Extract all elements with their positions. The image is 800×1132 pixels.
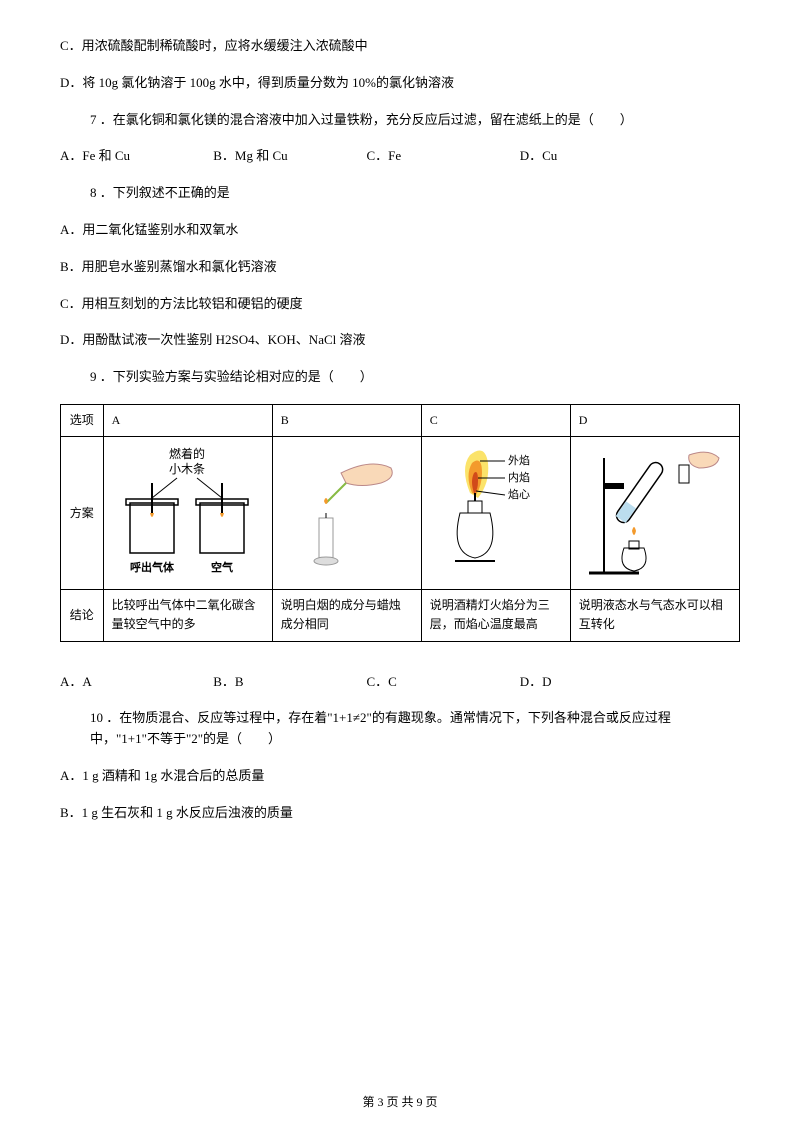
q7-choice-b: B．Mg 和 Cu (213, 146, 363, 167)
diag-c-inner: 内焰 (508, 470, 530, 484)
q9-choice-b: B．B (213, 672, 363, 693)
question-7: 7 ．在氯化铜和氯化镁的混合溶液中加入过量铁粉，充分反应后过滤，留在滤纸上的是（… (90, 110, 740, 131)
question-9: 9 ．下列实验方案与实验结论相对应的是（ ） (90, 367, 740, 388)
q8-choice-a: A．用二氧化锰鉴别水和双氧水 (60, 220, 740, 241)
row3-header: 结论 (61, 590, 104, 641)
q8-choice-b: B．用肥皂水鉴别蒸馏水和氯化钙溶液 (60, 257, 740, 278)
col-a-header: A (103, 404, 272, 436)
conclusion-b: 说明白烟的成分与蜡烛成分相同 (272, 590, 421, 641)
page-footer: 第 3 页 共 9 页 (0, 1093, 800, 1112)
diag-c-outer: 外焰 (508, 453, 530, 467)
q9-choice-c: C．C (367, 672, 517, 693)
option-c: C．用浓硫酸配制稀硫酸时，应将水缓缓注入浓硫酸中 (60, 36, 740, 57)
question-10: 10 ．在物质混合、反应等过程中，存在着"1+1≠2"的有趣现象。通常情况下，下… (90, 708, 740, 750)
q10-choice-b: B．1 g 生石灰和 1 g 水反应后浊液的质量 (60, 803, 740, 824)
diag-a-top2: 小木条 (169, 462, 205, 476)
diagram-d (570, 437, 739, 590)
diagram-a: 燃着的 小木条 呼出气体 空气 (103, 437, 272, 590)
conclusion-c: 说明酒精灯火焰分为三层，而焰心温度最高 (421, 590, 570, 641)
conclusion-a: 比较呼出气体中二氧化碳含量较空气中的多 (103, 590, 272, 641)
q7-choice-a: A．Fe 和 Cu (60, 146, 210, 167)
q8-choice-c: C．用相互刻划的方法比较铝和硬铝的硬度 (60, 294, 740, 315)
question-8: 8 ．下列叙述不正确的是 (90, 183, 740, 204)
diagram-c: 外焰 内焰 焰心 (421, 437, 570, 590)
q9-choices: A．A B．B C．C D．D (60, 672, 740, 693)
diag-a-left: 呼出气体 (130, 560, 175, 574)
q8-choice-d: D．用酚酞试液一次性鉴别 H2SO4、KOH、NaCl 溶液 (60, 330, 740, 351)
diag-a-right: 空气 (211, 560, 233, 574)
q10-choice-a: A．1 g 酒精和 1g 水混合后的总质量 (60, 766, 740, 787)
q7-choices: A．Fe 和 Cu B．Mg 和 Cu C．Fe D．Cu (60, 146, 740, 167)
diag-a-top1: 燃着的 (169, 446, 205, 461)
q7-choice-d: D．Cu (520, 146, 670, 167)
row1-header: 选项 (61, 404, 104, 436)
diag-c-core: 焰心 (508, 487, 530, 501)
row2-header: 方案 (61, 437, 104, 590)
q7-choice-c: C．Fe (367, 146, 517, 167)
col-c-header: C (421, 404, 570, 436)
diagram-b (272, 437, 421, 590)
q9-choice-d: D．D (520, 672, 670, 693)
col-b-header: B (272, 404, 421, 436)
experiment-table: 选项 A B C D 方案 燃着的 小木条 呼出气体 空气 (60, 404, 740, 642)
q9-choice-a: A．A (60, 672, 210, 693)
conclusion-d: 说明液态水与气态水可以相互转化 (570, 590, 739, 641)
option-d: D．将 10g 氯化钠溶于 100g 水中，得到质量分数为 10%的氯化钠溶液 (60, 73, 740, 94)
col-d-header: D (570, 404, 739, 436)
